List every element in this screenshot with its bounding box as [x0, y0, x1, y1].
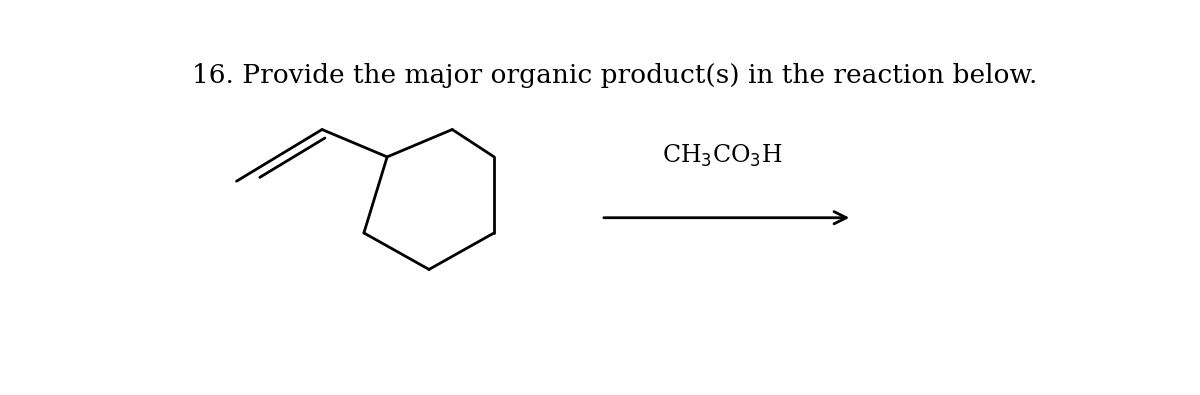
Text: CH$_3$CO$_3$H: CH$_3$CO$_3$H: [661, 143, 782, 169]
Text: 16. Provide the major organic product(s) in the reaction below.: 16. Provide the major organic product(s)…: [192, 62, 1038, 88]
